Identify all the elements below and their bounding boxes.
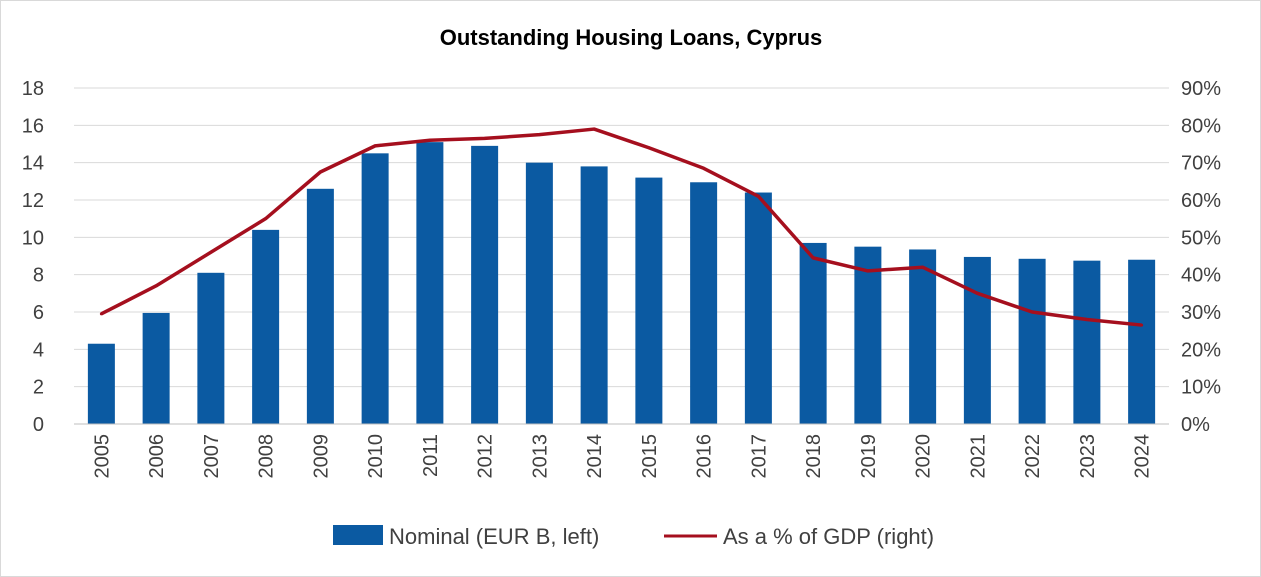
x-tick-label: 2019 xyxy=(858,434,880,479)
bar xyxy=(580,166,608,424)
y-right-tick-label: 80% xyxy=(1181,115,1221,137)
line-point xyxy=(483,136,487,140)
x-tick-label: 2024 xyxy=(1132,434,1154,479)
line-point xyxy=(428,138,432,142)
bar xyxy=(306,188,334,424)
legend-bar-label: Nominal (EUR B, left) xyxy=(389,524,599,549)
bar xyxy=(854,246,882,424)
x-tick-label: 2017 xyxy=(748,434,770,479)
y-left-tick-label: 14 xyxy=(22,153,44,175)
bar xyxy=(909,249,937,424)
line-point xyxy=(318,170,322,174)
line-point xyxy=(1085,317,1089,321)
y-left-tick-label: 0 xyxy=(33,414,44,436)
x-tick-label: 2015 xyxy=(639,434,661,479)
axes: 0 2 4 6 8 10 12 14 16 18 0% 10% 20% 30% 40% 50% 60% 70% 80… xyxy=(22,78,1221,479)
x-tick-label: 2005 xyxy=(91,434,113,479)
line-point xyxy=(921,265,925,269)
x-tick-label: 2022 xyxy=(1022,434,1044,479)
bar xyxy=(1128,259,1156,424)
bar xyxy=(197,272,225,424)
x-tick-label: 2010 xyxy=(365,434,387,479)
bar xyxy=(963,256,991,424)
y-right-tick-label: 0% xyxy=(1181,414,1210,436)
y-right-tick-label: 60% xyxy=(1181,190,1221,212)
y-left-tick-label: 16 xyxy=(22,115,44,137)
x-tick-label: 2006 xyxy=(146,434,168,479)
line-point xyxy=(811,256,815,260)
y-left-tick-label: 8 xyxy=(33,265,44,287)
x-tick-label: 2011 xyxy=(420,434,442,477)
x-tick-label: 2012 xyxy=(475,434,497,479)
x-tick-label: 2020 xyxy=(913,434,935,479)
line-point xyxy=(866,269,870,273)
y-right-tick-label: 40% xyxy=(1181,265,1221,287)
bar xyxy=(744,192,772,424)
y-right-tick-label: 10% xyxy=(1181,377,1221,399)
line-point xyxy=(154,284,158,288)
x-tick-label: 2013 xyxy=(529,434,551,479)
line-point xyxy=(264,217,268,221)
x-tick-label: 2009 xyxy=(310,434,332,479)
x-tick-label: 2016 xyxy=(694,434,716,479)
line-point xyxy=(373,144,377,148)
bar xyxy=(416,142,444,424)
y-right-tick-label: 20% xyxy=(1181,339,1221,361)
y-left-tick-label: 18 xyxy=(22,78,44,100)
y-left-tick-label: 12 xyxy=(22,190,44,212)
x-tick-label: 2021 xyxy=(967,434,989,479)
bar xyxy=(690,182,718,424)
y-left-tick-label: 10 xyxy=(22,227,44,249)
legend-bar-swatch xyxy=(333,525,383,545)
gdp-share-line xyxy=(100,127,1142,327)
y-right-tick-label: 50% xyxy=(1181,227,1221,249)
y-left-tick-label: 2 xyxy=(33,377,44,399)
line-point xyxy=(647,146,651,150)
y-right-tick-label: 90% xyxy=(1181,78,1221,100)
x-tick-label: 2014 xyxy=(584,434,606,479)
bar-series xyxy=(87,142,1156,425)
x-tick-label: 2018 xyxy=(803,434,825,479)
line-point xyxy=(756,194,760,198)
x-tick-label: 2007 xyxy=(201,434,223,479)
line-point xyxy=(702,166,706,170)
bar xyxy=(252,229,280,424)
legend: Nominal (EUR B, left) As a % of GDP (rig… xyxy=(333,524,934,549)
legend-line-label: As a % of GDP (right) xyxy=(723,524,934,549)
line-point xyxy=(975,291,979,295)
bar xyxy=(87,343,115,424)
bar xyxy=(1018,258,1046,424)
x-tick-label: 2008 xyxy=(256,434,278,479)
bar xyxy=(799,242,827,424)
bar xyxy=(525,162,553,424)
line-point xyxy=(1030,310,1034,314)
bar xyxy=(471,145,499,424)
bar xyxy=(635,177,663,424)
x-tick-label: 2023 xyxy=(1077,434,1099,479)
bar xyxy=(142,312,170,424)
y-right-tick-label: 30% xyxy=(1181,302,1221,324)
y-right-tick-label: 70% xyxy=(1181,153,1221,175)
line-point xyxy=(537,133,541,137)
y-left-tick-label: 6 xyxy=(33,302,44,324)
y-left-tick-label: 4 xyxy=(33,339,44,361)
line-series xyxy=(99,127,1144,327)
line-point xyxy=(1140,323,1144,327)
line-point xyxy=(99,312,103,316)
line-point xyxy=(209,250,213,254)
line-point xyxy=(592,127,596,131)
bar xyxy=(361,153,389,425)
bar xyxy=(1073,260,1101,424)
chart-title: Outstanding Housing Loans, Cyprus xyxy=(440,25,823,50)
